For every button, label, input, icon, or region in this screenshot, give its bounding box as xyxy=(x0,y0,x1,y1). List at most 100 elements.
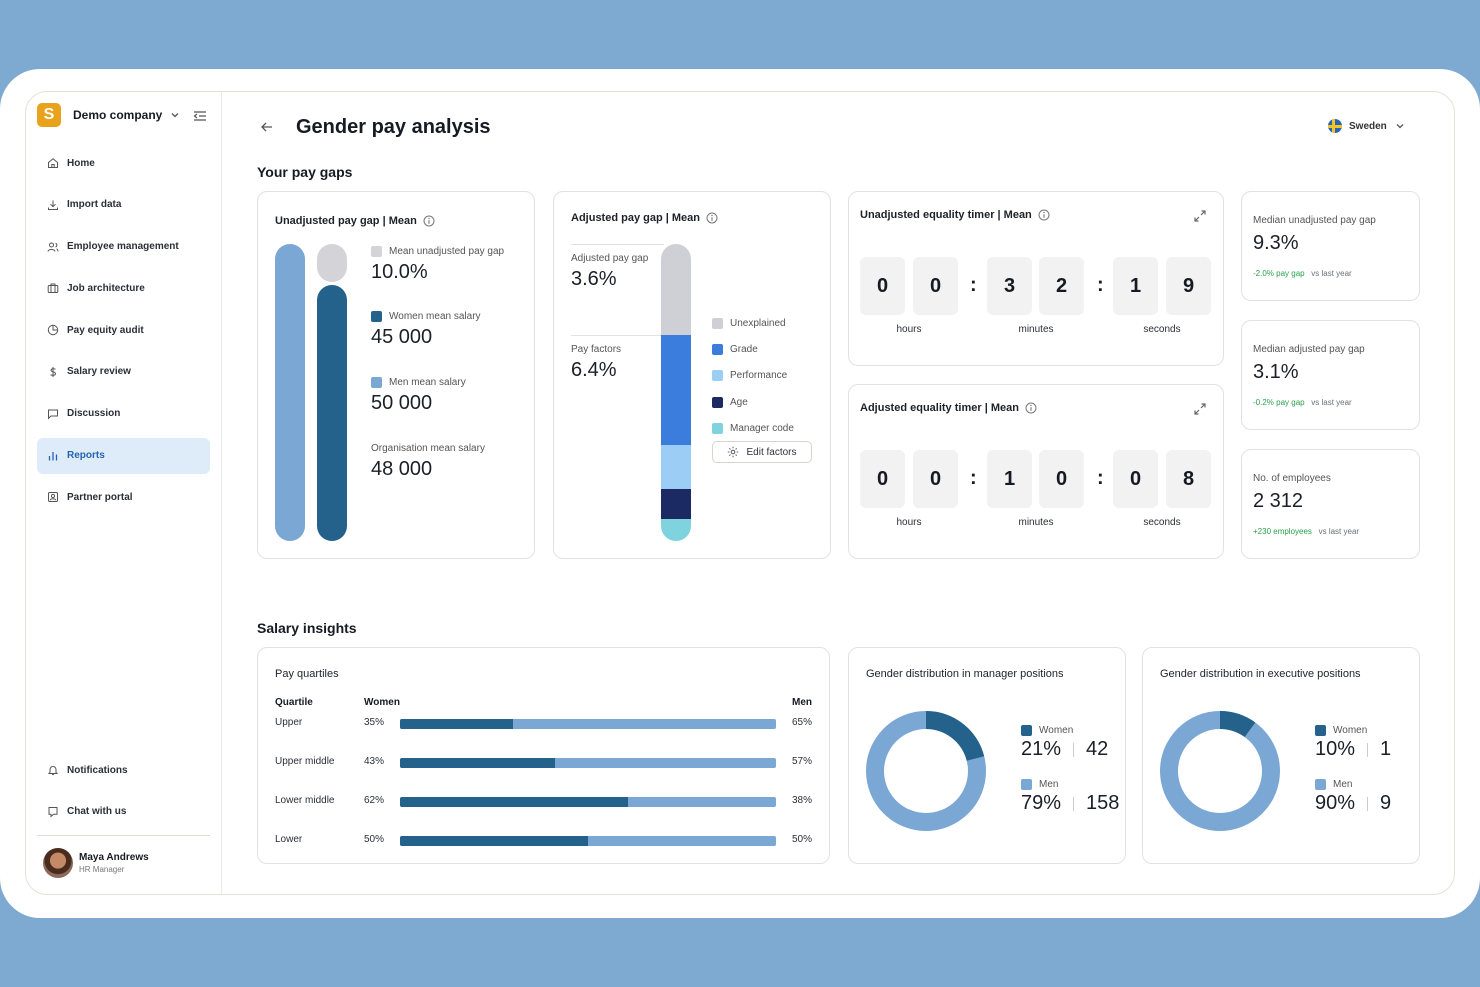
manager-donut-chart xyxy=(866,711,986,831)
women-count: 1 xyxy=(1380,738,1392,760)
quartile-men-pct: 65% xyxy=(791,717,812,728)
bell-icon xyxy=(47,766,59,775)
company-switcher[interactable]: S Demo company xyxy=(37,103,180,127)
timer-unit-seconds: seconds xyxy=(1143,517,1181,528)
quartile-row: Upper 35% 65% xyxy=(275,717,812,731)
kpi-delta-value: -0.2% pay gap xyxy=(1253,398,1305,407)
section-title-pay-gaps: Your pay gaps xyxy=(257,164,353,180)
executive-distribution-card: Gender distribution in executive positio… xyxy=(1142,647,1420,864)
user-profile[interactable]: Maya Andrews HR Manager xyxy=(43,848,149,878)
sidebar-item-chat-with-us[interactable]: Chat with us xyxy=(37,794,210,830)
quartile-name: Upper middle xyxy=(275,756,335,767)
legend-swatch xyxy=(1315,725,1326,736)
adjusted-gap-bar xyxy=(661,244,691,541)
chat-bubble-icon xyxy=(48,806,58,818)
pie-icon xyxy=(47,324,59,336)
women-arc xyxy=(866,711,986,831)
sidebar-item-salary-review[interactable]: Salary review xyxy=(37,354,210,390)
page-title: Gender pay analysis xyxy=(296,116,491,138)
quartile-name: Lower middle xyxy=(275,795,335,806)
quartile-women-fill xyxy=(400,758,556,768)
dollar-icon xyxy=(50,366,57,377)
kpi-card-median-adjusted: Median adjusted pay gap 3.1% -0.2% pay g… xyxy=(1241,320,1420,430)
card-title-text: Unadjusted equality timer | Mean xyxy=(860,209,1032,221)
quartile-bar xyxy=(400,758,776,768)
user-name: Maya Andrews xyxy=(79,852,149,863)
legend-swatch xyxy=(1021,779,1032,790)
sidebar-item-discussion[interactable]: Discussion xyxy=(37,396,210,432)
sidebar-item-label: Salary review xyxy=(67,366,131,378)
sidebar: S Demo company Home Import data Employee… xyxy=(26,92,222,894)
manager-legend-women: Women 21% 42 xyxy=(1021,725,1108,761)
quartile-women-fill xyxy=(400,797,628,807)
sidebar-item-label: Reports xyxy=(67,450,105,462)
country-selector[interactable]: Sweden xyxy=(1328,119,1405,133)
divider xyxy=(571,335,664,336)
app-window: S Demo company Home Import data Employee… xyxy=(25,91,1455,895)
sidebar-item-notifications[interactable]: Notifications xyxy=(37,752,210,788)
sidebar-item-job-architecture[interactable]: Job architecture xyxy=(37,270,210,306)
stat-org-salary: Organisation mean salary 48 000 xyxy=(371,443,485,481)
collapse-sidebar-icon[interactable] xyxy=(193,110,207,122)
sidebar-item-employee-management[interactable]: Employee management xyxy=(37,229,210,265)
legend-swatch xyxy=(371,311,382,322)
sidebar-item-label: Discussion xyxy=(67,408,121,420)
expand-icon[interactable] xyxy=(1193,402,1207,416)
stat-label: Organisation mean salary xyxy=(371,443,485,454)
column-header-men: Men xyxy=(792,697,812,708)
card-title-text: Unadjusted pay gap | Mean xyxy=(275,215,417,227)
kpi-period: vs last year xyxy=(1311,398,1352,407)
quartile-women-fill xyxy=(400,836,588,846)
kpi-value: 9.3% xyxy=(1253,232,1299,254)
info-icon[interactable] xyxy=(1038,209,1050,221)
women-pct: 21% xyxy=(1021,738,1062,760)
gear-icon xyxy=(728,446,739,458)
info-icon[interactable] xyxy=(1025,402,1037,414)
quartile-name: Upper xyxy=(275,717,303,728)
briefcase-icon xyxy=(47,283,59,294)
sidebar-item-import-data[interactable]: Import data xyxy=(37,187,210,223)
unexplained-segment xyxy=(661,244,691,335)
sidebar-item-partner-portal[interactable]: Partner portal xyxy=(37,479,210,515)
manager-legend-men: Men 79% 158 xyxy=(1021,779,1119,815)
card-title: Pay quartiles xyxy=(275,668,339,680)
women-arc xyxy=(1160,711,1280,831)
stat-pay-factors: Pay factors 6.4% xyxy=(571,344,621,382)
timer-separator: : xyxy=(1097,467,1104,489)
women-pct: 10% xyxy=(1315,738,1356,760)
info-icon[interactable] xyxy=(423,215,435,227)
legend-swatch xyxy=(1315,779,1326,790)
card-title: Gender distribution in manager positions xyxy=(866,668,1064,680)
quartile-women-fill xyxy=(400,719,513,729)
legend-label: Women xyxy=(1039,725,1074,736)
sidebar-item-reports[interactable]: Reports xyxy=(37,437,210,474)
sidebar-item-label: Job architecture xyxy=(67,282,145,294)
quartile-row: Upper middle 43% 57% xyxy=(275,756,812,770)
men-pct: 79% xyxy=(1021,792,1062,814)
legend-swatch xyxy=(712,343,723,355)
edit-factors-button[interactable]: Edit factors xyxy=(712,441,812,463)
timer-separator: : xyxy=(970,274,977,296)
card-title: Adjusted equality timer | Mean xyxy=(860,402,1037,414)
back-arrow-icon[interactable] xyxy=(260,120,274,134)
timer-digit: 1 xyxy=(987,450,1032,508)
chevron-down-icon xyxy=(1396,124,1404,129)
sidebar-item-home[interactable]: Home xyxy=(37,145,210,181)
legend-swatch xyxy=(712,396,723,408)
quartile-bar xyxy=(400,719,776,729)
unadjusted-pay-gap-card: Unadjusted pay gap | Mean Mean unadjuste… xyxy=(257,191,535,559)
timer-digit: 2 xyxy=(1039,257,1084,315)
kpi-label: Median unadjusted pay gap xyxy=(1253,215,1376,226)
sweden-flag-icon xyxy=(1328,119,1342,133)
sidebar-item-label: Partner portal xyxy=(67,491,133,503)
quartile-women-pct: 50% xyxy=(364,834,385,845)
quartile-men-pct: 38% xyxy=(791,795,812,806)
timer-unit-seconds: seconds xyxy=(1143,324,1181,335)
sidebar-item-pay-equity-audit[interactable]: Pay equity audit xyxy=(37,312,210,348)
expand-icon[interactable] xyxy=(1193,209,1207,223)
pay-gap-bars xyxy=(275,244,347,541)
card-title-text: Adjusted pay gap | Mean xyxy=(571,212,700,224)
info-icon[interactable] xyxy=(706,212,718,224)
kpi-delta-value: -2.0% pay gap xyxy=(1253,269,1305,278)
section-title-salary-insights: Salary insights xyxy=(257,620,357,636)
